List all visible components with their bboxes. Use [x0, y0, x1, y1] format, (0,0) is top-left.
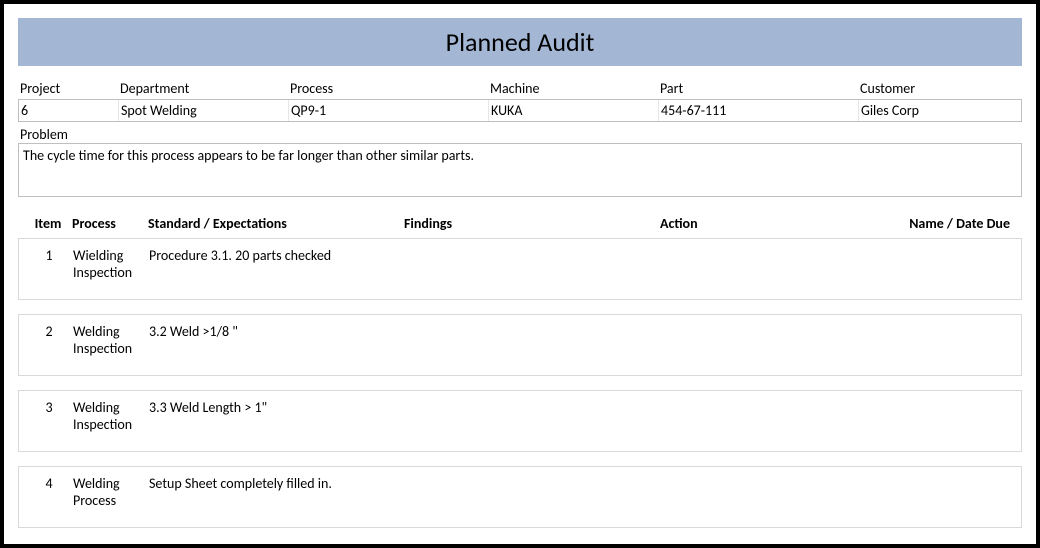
info-header-labels: Project Department Process Machine Part …	[18, 78, 1022, 100]
table-row: 1 Wielding Inspection Procedure 3.1. 20 …	[18, 238, 1022, 300]
label-part: Part	[658, 78, 858, 99]
row-findings	[405, 247, 661, 281]
label-department: Department	[118, 78, 288, 99]
info-header-values: 6 Spot Welding QP9-1 KUKA 454-67-111 Gil…	[18, 100, 1022, 122]
label-process: Process	[288, 78, 488, 99]
problem-text: The cycle time for this process appears …	[18, 143, 1022, 197]
col-process: Process	[72, 215, 148, 232]
row-findings	[405, 323, 661, 357]
row-process: Welding Inspection	[73, 399, 149, 433]
label-problem: Problem	[18, 126, 1022, 143]
row-item: 4	[25, 475, 73, 509]
row-process: Welding Inspection	[73, 323, 149, 357]
value-customer: Giles Corp	[859, 100, 1021, 121]
row-action	[661, 323, 871, 357]
row-process: Wielding Inspection	[73, 247, 149, 281]
row-item: 2	[25, 323, 73, 357]
row-findings	[405, 475, 661, 509]
row-standard: Setup Sheet completely filled in.	[149, 475, 405, 509]
row-standard: Procedure 3.1. 20 parts checked	[149, 247, 405, 281]
label-customer: Customer	[858, 78, 1022, 99]
row-standard: 3.2 Weld >1/8 "	[149, 323, 405, 357]
col-item: Item	[24, 215, 72, 232]
value-department: Spot Welding	[119, 100, 289, 121]
table-row: 2 Welding Inspection 3.2 Weld >1/8 "	[18, 314, 1022, 376]
row-name-date	[871, 247, 1015, 281]
col-findings: Findings	[404, 215, 660, 232]
value-process: QP9-1	[289, 100, 489, 121]
row-name-date	[871, 323, 1015, 357]
label-project: Project	[18, 78, 118, 99]
row-action	[661, 399, 871, 433]
row-name-date	[871, 475, 1015, 509]
value-machine: KUKA	[489, 100, 659, 121]
row-standard: 3.3 Weld Length > 1"	[149, 399, 405, 433]
row-item: 1	[25, 247, 73, 281]
page-title: Planned Audit	[18, 18, 1022, 66]
col-action: Action	[660, 215, 870, 232]
table-row: 3 Welding Inspection 3.3 Weld Length > 1…	[18, 390, 1022, 452]
value-part: 454-67-111	[659, 100, 859, 121]
table-row: 4 Welding Process Setup Sheet completely…	[18, 466, 1022, 528]
row-findings	[405, 399, 661, 433]
row-action	[661, 247, 871, 281]
audit-columns: Item Process Standard / Expectations Fin…	[18, 209, 1022, 238]
document-frame: Planned Audit Project Department Process…	[0, 0, 1040, 548]
col-standard: Standard / Expectations	[148, 215, 404, 232]
col-name-date: Name / Date Due	[870, 215, 1016, 232]
label-machine: Machine	[488, 78, 658, 99]
value-project: 6	[19, 100, 119, 121]
row-item: 3	[25, 399, 73, 433]
row-action	[661, 475, 871, 509]
row-name-date	[871, 399, 1015, 433]
row-process: Welding Process	[73, 475, 149, 509]
